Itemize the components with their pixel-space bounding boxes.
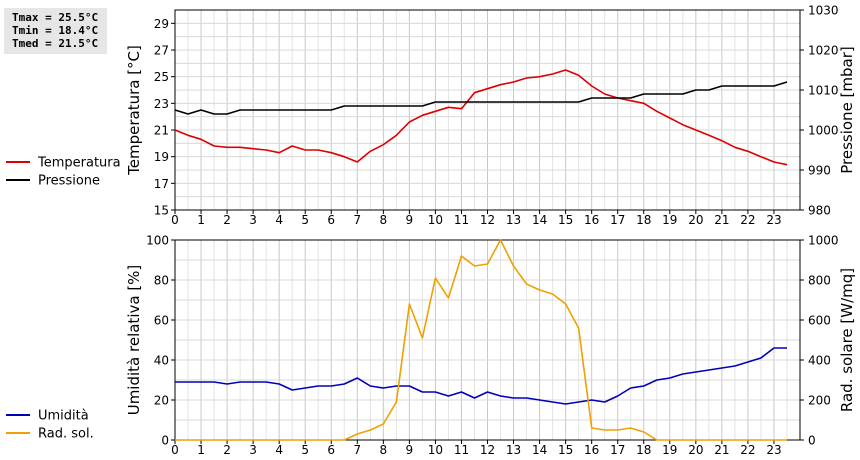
x-tick-label: 15	[558, 213, 573, 227]
y-tick-label: 0	[161, 434, 169, 448]
y-right-tick-label: 200	[808, 394, 831, 408]
tmin-text: Tmin = 18.4°C	[12, 24, 99, 37]
y-right-axis-title: Pressione [mbar]	[838, 46, 856, 174]
x-tick-label: 11	[454, 213, 469, 227]
stats-box: Tmax = 25.5°C Tmin = 18.4°C Tmed = 21.5°…	[4, 8, 107, 54]
x-tick-label: 5	[301, 213, 309, 227]
y-right-tick-label: 600	[808, 314, 831, 328]
x-tick-label: 21	[714, 443, 729, 457]
y-axis-title: Temperatura [°C]	[125, 45, 143, 176]
series-line-pressione	[174, 81, 788, 115]
temperature-pressure-chart: 0 1 2 3 4 5 6 7 8 9 10 11 12 13 14 15 16 17 18 19 20 21 22 2315…	[6, 4, 856, 227]
x-tick-label: 6	[327, 213, 335, 227]
y-tick-label: 23	[154, 97, 169, 111]
series-line-umidit-	[175, 347, 787, 405]
x-tick-label: 18	[636, 443, 651, 457]
x-tick-label: 9	[406, 213, 414, 227]
y-tick-label: 21	[154, 124, 169, 138]
x-tick-label: 12	[480, 443, 495, 457]
x-tick-label: 2	[223, 443, 231, 457]
y-tick-label: 17	[154, 177, 169, 191]
x-tick-label: 13	[506, 213, 521, 227]
y-right-axis-title: Rad. solare [W/mq]	[838, 268, 856, 412]
x-tick-label: 22	[740, 443, 755, 457]
y-right-tick-label: 1000	[808, 234, 839, 248]
y-axis-title: Umidità relativa [%]	[125, 265, 143, 416]
x-tick-label: 9	[406, 443, 414, 457]
legend-label: Rad. sol.	[38, 427, 94, 442]
y-tick-label: 29	[154, 17, 169, 31]
y-right-tick-label: 0	[808, 434, 816, 448]
x-tick-label: 14	[532, 443, 547, 457]
x-tick-label: 3	[249, 443, 257, 457]
tmax-text: Tmax = 25.5°C	[12, 11, 99, 24]
x-tick-label: 14	[532, 213, 547, 227]
tmed-text: Tmed = 21.5°C	[12, 37, 99, 50]
x-tick-label: 11	[454, 443, 469, 457]
y-tick-label: 27	[154, 44, 169, 58]
x-tick-label: 20	[688, 213, 703, 227]
x-tick-label: 0	[171, 443, 179, 457]
x-tick-label: 8	[380, 213, 388, 227]
y-tick-label: 20	[154, 394, 169, 408]
x-tick-label: 1	[197, 443, 205, 457]
x-tick-label: 1	[197, 213, 205, 227]
y-tick-label: 40	[154, 354, 169, 368]
x-tick-label: 17	[610, 443, 625, 457]
y-tick-label: 15	[154, 204, 169, 218]
y-tick-label: 100	[146, 234, 169, 248]
legend-label: Temperatura	[37, 156, 121, 171]
plot-frame	[174, 239, 801, 441]
humidity-radiation-chart: 0 1 2 3 4 5 6 7 8 9 10 11 12 13 14 15 16 17 18 19 20 21 22 2302…	[6, 234, 856, 457]
series-line-rad-sol-	[175, 239, 787, 441]
x-tick-label: 16	[584, 443, 599, 457]
series-line-temperatura	[174, 69, 788, 166]
x-tick-label: 18	[636, 213, 651, 227]
x-tick-label: 21	[714, 213, 729, 227]
x-tick-label: 22	[740, 213, 755, 227]
x-tick-label: 16	[584, 213, 599, 227]
y-right-tick-label: 1010	[808, 84, 839, 98]
legend-label: Umidità	[38, 409, 89, 424]
x-tick-label: 0	[171, 213, 179, 227]
y-right-tick-label: 800	[808, 274, 831, 288]
x-tick-label: 4	[275, 213, 283, 227]
y-tick-label: 25	[154, 70, 169, 84]
x-tick-label: 10	[428, 443, 443, 457]
x-tick-label: 13	[506, 443, 521, 457]
y-right-tick-label: 1000	[808, 124, 839, 138]
x-tick-label: 5	[301, 443, 309, 457]
x-tick-label: 2	[223, 213, 231, 227]
y-right-tick-label: 990	[808, 164, 831, 178]
y-right-tick-label: 400	[808, 354, 831, 368]
x-tick-label: 3	[249, 213, 257, 227]
y-tick-label: 80	[154, 274, 169, 288]
x-tick-label: 19	[662, 213, 677, 227]
x-tick-label: 12	[480, 213, 495, 227]
y-right-tick-label: 1030	[808, 4, 839, 18]
legend-label: Pressione	[38, 174, 100, 189]
x-tick-label: 19	[662, 443, 677, 457]
x-tick-label: 7	[353, 213, 361, 227]
x-tick-label: 23	[766, 443, 781, 457]
y-right-tick-label: 980	[808, 204, 831, 218]
x-tick-label: 23	[766, 213, 781, 227]
x-tick-label: 20	[688, 443, 703, 457]
y-tick-label: 60	[154, 314, 169, 328]
x-tick-label: 17	[610, 213, 625, 227]
x-tick-label: 10	[428, 213, 443, 227]
x-tick-label: 6	[327, 443, 335, 457]
x-tick-label: 7	[353, 443, 361, 457]
x-tick-label: 8	[380, 443, 388, 457]
y-tick-label: 19	[154, 150, 169, 164]
y-right-tick-label: 1020	[808, 44, 839, 58]
x-tick-label: 15	[558, 443, 573, 457]
x-tick-label: 4	[275, 443, 283, 457]
